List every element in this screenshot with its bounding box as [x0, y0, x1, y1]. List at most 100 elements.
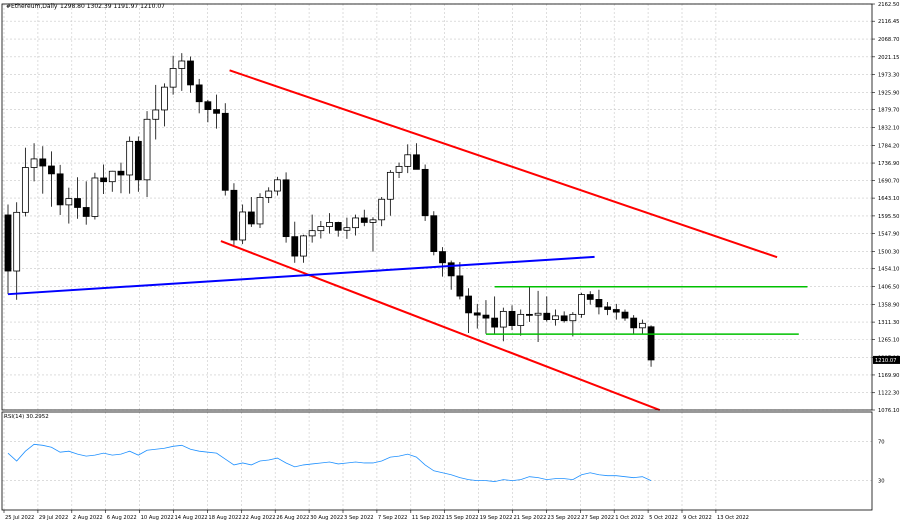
- candle-body: [161, 86, 168, 111]
- candle-body: [517, 313, 525, 326]
- candle-body: [439, 251, 446, 264]
- candles-layer: [4, 53, 655, 367]
- candle-body: [256, 196, 264, 225]
- price-tick-label: 1169.90: [878, 373, 899, 379]
- candle-body: [30, 158, 38, 168]
- price-tick-label: 1784.20: [878, 143, 899, 149]
- chart-header-title: #Ethereum,Daily: [6, 3, 58, 10]
- candle-body: [586, 294, 594, 300]
- candle-body: [552, 315, 559, 320]
- candle-body: [221, 112, 229, 191]
- time-tick-label: 13 Oct 2022: [717, 515, 749, 521]
- chart-header-ohlc: 1298.80 1302.39 1191.97 1210.07: [60, 3, 165, 10]
- time-tick-label: 11 Sep 2022: [412, 515, 445, 521]
- candle-body: [169, 68, 177, 88]
- candle-body: [117, 170, 125, 176]
- candle-body: [13, 211, 21, 272]
- candle-body: [239, 211, 247, 241]
- price-tick-label: 1690.70: [878, 178, 899, 184]
- candle-body: [560, 315, 568, 322]
- candle-body: [621, 311, 629, 319]
- candle-body: [360, 217, 368, 223]
- candle-body: [578, 294, 585, 315]
- candle-body: [491, 317, 499, 328]
- candle-body: [134, 140, 142, 181]
- time-tick-label: 25 Jul 2022: [5, 515, 34, 521]
- price-tick-label: 1736.90: [878, 161, 899, 167]
- time-tick-label: 23 Sep 2022: [547, 515, 580, 521]
- time-tick-label: 22 Aug 2022: [242, 515, 275, 521]
- candle-body: [308, 230, 316, 237]
- time-tick-label: 19 Sep 2022: [480, 515, 513, 521]
- candle-body: [195, 84, 203, 103]
- candle-body: [638, 322, 646, 329]
- time-tick-label: 29 Jul 2022: [39, 515, 68, 521]
- candle-body: [447, 262, 455, 277]
- candle-body: [247, 211, 255, 225]
- support-trendline: [7, 255, 595, 296]
- trendlines-layer: [7, 69, 808, 411]
- candle-body: [39, 158, 47, 167]
- price-tick-label: 1500.30: [878, 249, 899, 255]
- candle-body: [630, 317, 638, 329]
- price-tick-label: 1547.90: [878, 232, 899, 238]
- candle-body: [48, 165, 55, 175]
- candle-body: [108, 170, 116, 183]
- candle-body: [187, 60, 194, 86]
- candle-body: [204, 101, 212, 110]
- candle-body: [526, 313, 533, 316]
- candle-body: [508, 310, 516, 326]
- candle-body: [595, 299, 603, 308]
- candle-body: [334, 222, 342, 231]
- price-tick-label: 1122.30: [878, 391, 899, 397]
- candle-body: [430, 215, 438, 252]
- candle-body: [369, 219, 377, 223]
- rsi-level-label: 70: [878, 439, 885, 445]
- candle-body: [282, 179, 290, 238]
- time-tick-label: 2 Aug 2022: [73, 515, 103, 521]
- price-tick-label: 2021.15: [878, 55, 899, 61]
- candle-body: [465, 295, 472, 314]
- candle-body: [273, 179, 281, 192]
- time-tick-label: 26 Aug 2022: [276, 515, 309, 521]
- time-tick-label: 27 Sep 2022: [581, 515, 614, 521]
- candle-body: [82, 207, 90, 217]
- time-tick-label: 15 Sep 2022: [446, 515, 479, 521]
- candle-body: [404, 154, 412, 167]
- rsi-line: [7, 443, 652, 482]
- rsi-pane-frame: [1, 411, 873, 511]
- candle-body: [213, 109, 220, 114]
- last-price-box: [873, 355, 900, 364]
- time-tick-label: 3 Sep 2022: [344, 515, 374, 521]
- candle-body: [300, 235, 307, 257]
- price-tick-label: 1311.30: [878, 320, 899, 326]
- candle-body: [413, 154, 420, 170]
- price-tick-label: 1358.90: [878, 302, 899, 308]
- price-tick-label: 1832.10: [878, 125, 899, 131]
- rsi-layer: [7, 443, 652, 482]
- candle-body: [343, 227, 351, 231]
- time-tick-label: 9 Oct 2022: [683, 515, 712, 521]
- last-price-label: 1210.07: [875, 358, 896, 364]
- candle-body: [21, 167, 29, 213]
- price-tick-label: 2068.70: [878, 37, 899, 43]
- price-tick-label: 1643.10: [878, 196, 899, 202]
- price-pane-frame: [1, 3, 873, 411]
- candle-body: [178, 60, 186, 69]
- time-tick-label: 5 Oct 2022: [649, 515, 678, 521]
- candle-body: [647, 326, 655, 361]
- candle-body: [126, 140, 134, 176]
- candle-body: [386, 171, 394, 200]
- candle-body: [569, 313, 577, 322]
- rsi-level-label: 30: [878, 479, 885, 485]
- candle-body: [74, 198, 81, 208]
- candle-body: [395, 165, 403, 173]
- time-tick-label: 14 Aug 2022: [175, 515, 208, 521]
- candle-body: [265, 190, 273, 198]
- candle-body: [456, 275, 464, 297]
- candle-body: [230, 189, 238, 241]
- candle-body: [143, 118, 151, 181]
